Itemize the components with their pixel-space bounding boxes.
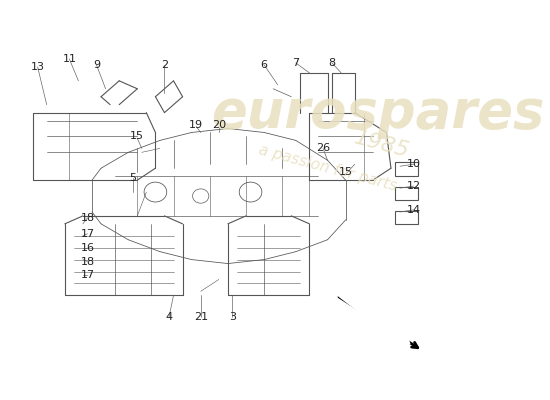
Text: 5: 5	[129, 173, 136, 183]
Text: 16: 16	[80, 243, 95, 253]
Text: 4: 4	[166, 312, 173, 322]
Text: 17: 17	[80, 270, 95, 280]
Text: 26: 26	[316, 143, 330, 153]
Text: 18: 18	[80, 213, 95, 223]
Text: 20: 20	[212, 120, 226, 130]
Text: 12: 12	[406, 181, 421, 191]
Text: 6: 6	[261, 60, 268, 70]
Text: 13: 13	[31, 62, 45, 72]
Text: 21: 21	[194, 312, 208, 322]
Text: 2: 2	[161, 60, 168, 70]
Text: 8: 8	[328, 58, 336, 68]
Text: 15: 15	[130, 132, 144, 142]
Text: 14: 14	[406, 205, 421, 215]
Text: 11: 11	[62, 54, 76, 64]
Text: 3: 3	[229, 312, 236, 322]
Text: 1985: 1985	[352, 128, 412, 161]
FancyArrow shape	[333, 284, 409, 343]
Text: 18: 18	[80, 256, 95, 266]
Text: 15: 15	[339, 167, 353, 177]
Text: 19: 19	[189, 120, 204, 130]
Text: 9: 9	[93, 60, 100, 70]
Text: 7: 7	[292, 58, 299, 68]
Text: 10: 10	[406, 159, 421, 169]
Text: eurospares: eurospares	[211, 87, 544, 139]
Text: a passion for parts: a passion for parts	[257, 142, 398, 194]
Text: 17: 17	[80, 229, 95, 239]
